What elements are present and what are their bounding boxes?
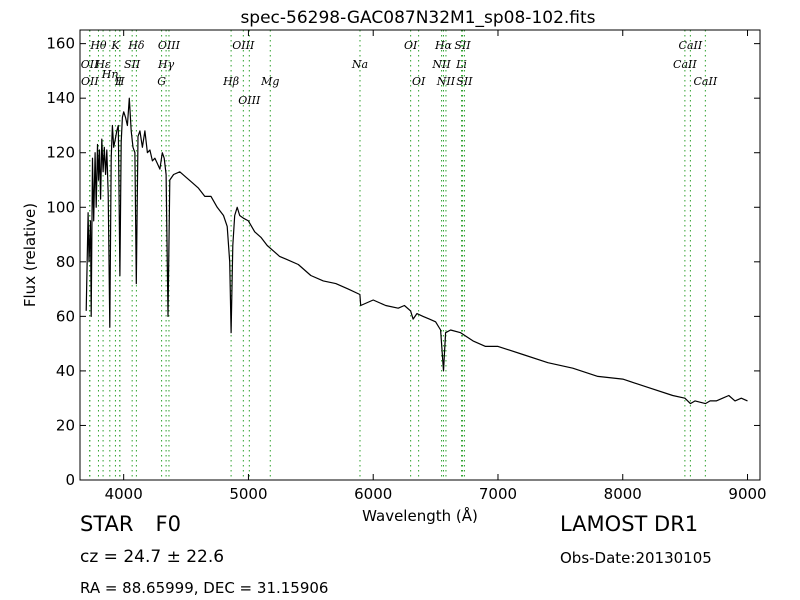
x-axis-label: Wavelength (Å)	[362, 506, 478, 525]
line-marker-label-9: OII	[81, 58, 99, 71]
line-marker-label-27: G	[157, 75, 166, 88]
plot-frame	[79, 29, 761, 481]
survey-label: LAMOST DR1	[560, 512, 699, 536]
line-marker-label-23: OI	[412, 75, 426, 88]
line-marker-label-6: Hα	[434, 39, 453, 52]
line-marker-label-13: CaII	[673, 58, 697, 71]
line-marker-label-15: OII	[81, 75, 99, 88]
line-marker-label-18: Hβ	[222, 75, 239, 88]
x-tick-label-3: 7000	[479, 485, 517, 503]
line-marker-label-10: Hε	[94, 58, 111, 71]
y-tick-label-2: 40	[56, 362, 75, 380]
line-marker-label-5: OI	[404, 39, 418, 52]
line-marker-label-7: SII	[454, 39, 471, 52]
line-marker-label-19: Mg	[260, 75, 279, 88]
plot-area	[85, 97, 748, 405]
line-marker-label-26: CaII	[694, 75, 718, 88]
line-marker-label-11: SII	[124, 58, 141, 71]
object-subclass: F0	[155, 512, 181, 536]
cz-suffix: 22.6	[180, 547, 225, 567]
y-tick-label-4: 80	[56, 253, 75, 271]
y-tick-label-0: 0	[65, 471, 75, 489]
observation-date: Obs-Date:20130105	[560, 549, 712, 567]
line-marker-label-8: CaII	[679, 39, 703, 52]
plus-minus-symbol: ±	[166, 547, 181, 567]
line-marker-label-28: OIII	[238, 94, 261, 107]
line-marker-label-2: Hδ	[127, 39, 145, 52]
line-marker-label-4: OIII	[232, 39, 255, 52]
line-marker-label-14: Hη	[101, 68, 119, 81]
cz-prefix: cz = 24.7	[80, 547, 167, 567]
y-tick-label-6: 120	[46, 144, 75, 162]
y-tick-label-8: 160	[46, 35, 75, 53]
line-marker-label-22: Li	[455, 58, 467, 71]
object-class-label: STAR F0	[80, 512, 181, 536]
line-marker-label-24: NII	[436, 75, 456, 88]
spectrum-line	[85, 97, 748, 405]
coordinates-label: RA = 88.65999, DEC = 31.15906	[80, 579, 329, 597]
axes: 4000 5000 6000 7000 8000 9000 0 20 40 60 80 100 120 1…	[46, 29, 767, 503]
line-marker-label-17: H	[114, 75, 125, 88]
x-tick-label-0: 4000	[105, 485, 143, 503]
y-axis-label: Flux (relative)	[21, 203, 39, 307]
object-class: STAR	[80, 512, 134, 536]
x-tick-label-5: 9000	[728, 485, 766, 503]
y-tick-label-5: 100	[46, 198, 75, 216]
x-tick-label-1: 5000	[229, 485, 267, 503]
line-marker-label-3: OIII	[158, 39, 181, 52]
line-marker-label-21: NII	[431, 58, 451, 71]
x-tick-label-4: 8000	[604, 485, 642, 503]
line-marker-label-25: SII	[456, 75, 473, 88]
line-marker-label-20: Na	[351, 58, 368, 71]
y-tick-label-3: 60	[56, 307, 75, 325]
line-marker-label-12: Hγ	[157, 58, 175, 71]
chart-title: spec-56298-GAC087N32M1_sp08-102.fits	[240, 8, 595, 28]
line-marker-label-1: K	[110, 39, 120, 52]
line-marker-label-0: Hθ	[89, 39, 107, 52]
y-tick-label-1: 20	[56, 416, 75, 434]
redshift-label: cz = 24.7 ± 22.6	[80, 547, 224, 567]
y-tick-label-7: 140	[46, 89, 75, 107]
x-tick-label-2: 6000	[354, 485, 392, 503]
